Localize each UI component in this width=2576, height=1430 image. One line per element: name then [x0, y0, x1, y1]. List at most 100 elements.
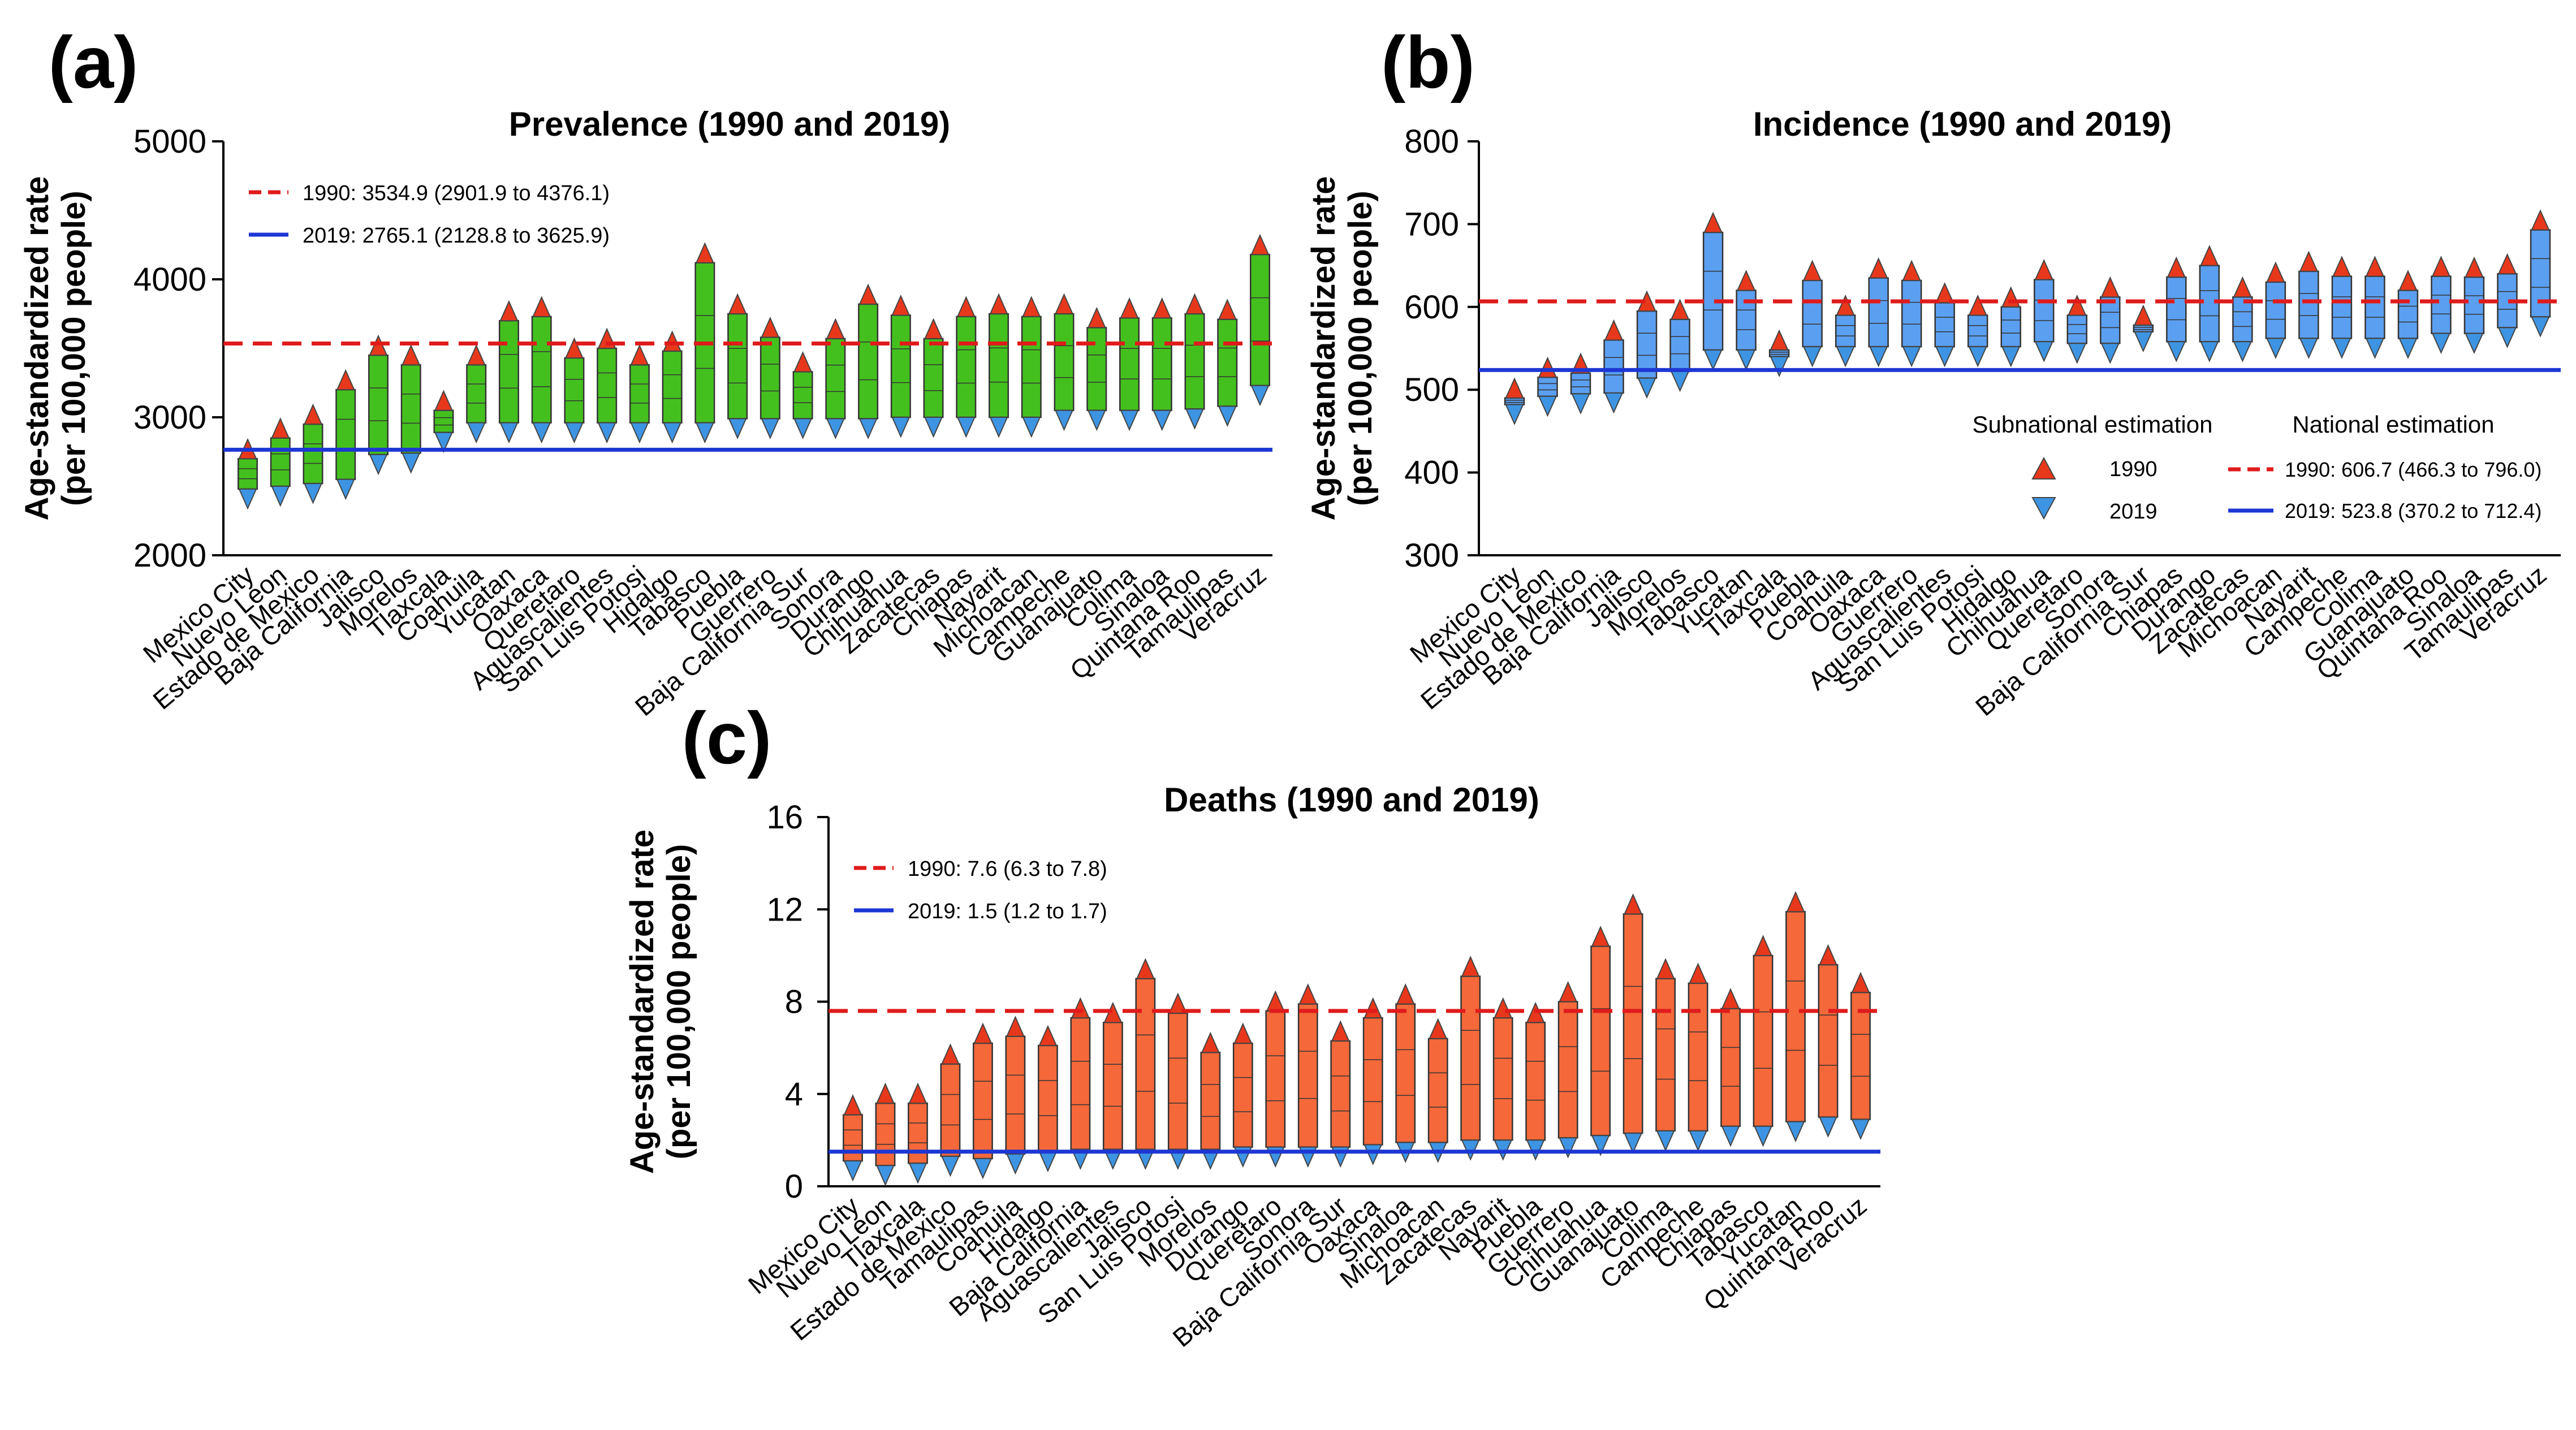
marker-2019-triangle — [1703, 349, 1723, 371]
range-bar — [1427, 1038, 1448, 1143]
marker-1990-triangle — [271, 417, 290, 439]
range-bar — [760, 336, 780, 420]
marker-1990-triangle — [336, 369, 355, 391]
marker-2019-triangle — [1054, 409, 1074, 431]
marker-1990-triangle — [2233, 276, 2253, 298]
marker-1990-triangle — [1505, 377, 1524, 399]
marker-1990-triangle — [1851, 971, 1870, 993]
marker-2019-triangle — [2200, 341, 2219, 362]
range-bar — [1590, 945, 1611, 1137]
legend-national-header: National estimation — [2292, 411, 2494, 438]
marker-1990-triangle — [1168, 992, 1188, 1014]
marker-1990-triangle — [434, 390, 454, 411]
marker-2019-triangle — [2531, 316, 2550, 338]
range-bar — [792, 371, 813, 420]
y-axis-label: Age-standardized rate — [1305, 176, 1342, 520]
marker-2019-triangle — [1935, 346, 1954, 368]
marker-1990-triangle — [1006, 1016, 1025, 1037]
marker-2019-triangle — [1038, 1151, 1058, 1173]
marker-2019-triangle — [336, 478, 355, 500]
marker-2019-triangle — [1689, 1130, 1708, 1152]
panel-label: (a) — [49, 21, 139, 103]
marker-1990-triangle — [630, 344, 649, 366]
marker-1990-triangle — [2465, 256, 2484, 278]
marker-1990-triangle — [1266, 990, 1285, 1012]
range-bar — [629, 364, 650, 424]
marker-2019-triangle — [467, 422, 486, 444]
y-tick-label: 4000 — [133, 261, 206, 298]
marker-1990-triangle — [761, 317, 780, 338]
marker-1990-triangle — [2266, 261, 2285, 283]
panel-a-prevalence: (a) Prevalence (1990 and 2019) Age-standar… — [19, 21, 1272, 722]
range-bar — [1669, 318, 1690, 373]
marker-1990-triangle — [663, 330, 682, 352]
marker-2019-triangle — [924, 417, 943, 438]
marker-2019-triangle — [1770, 356, 1789, 378]
marker-1990-triangle — [843, 1094, 862, 1116]
y-tick-label: 12 — [766, 891, 803, 928]
marker-1990-triangle — [1363, 997, 1383, 1019]
range-bar — [1603, 339, 1624, 394]
marker-1990-triangle — [2167, 256, 2186, 278]
marker-1990-triangle — [1559, 981, 1578, 1003]
y-tick-label: 800 — [1404, 123, 1459, 160]
marker-2019-triangle — [1836, 346, 1855, 368]
marker-1990-triangle — [956, 296, 976, 317]
range-bar — [1504, 397, 1525, 405]
legend-1990-year: 1990 — [2109, 457, 2158, 481]
marker-1990-triangle — [1869, 257, 1888, 279]
range-bar — [335, 388, 356, 481]
range-bar — [1835, 314, 1856, 348]
range-bar — [1570, 372, 1591, 395]
marker-2019-triangle — [940, 1155, 960, 1177]
marker-2019-triangle — [1120, 409, 1139, 431]
chart-title: Incidence (1990 and 2019) — [1753, 105, 2172, 143]
range-bar — [1362, 1017, 1383, 1146]
range-bar — [433, 409, 454, 434]
y-tick-label: 3000 — [133, 399, 206, 436]
range-bar — [1005, 1035, 1026, 1155]
range-bar — [368, 354, 389, 456]
range-bar — [1702, 231, 1724, 351]
marker-1990-triangle — [2398, 270, 2418, 291]
marker-2019-triangle — [2133, 331, 2153, 353]
range-bar — [727, 313, 748, 420]
marker-1990-triangle — [1185, 293, 1205, 314]
marker-1990-triangle — [1935, 282, 1954, 304]
range-bar — [858, 303, 879, 420]
marker-2019-triangle — [695, 422, 714, 444]
range-bar — [1102, 1021, 1123, 1150]
marker-1990-triangle — [564, 337, 584, 359]
marker-1990-triangle — [402, 344, 421, 366]
range-bar — [1688, 982, 1708, 1132]
marker-1990-triangle — [1136, 958, 1155, 979]
marker-2019-triangle — [303, 483, 323, 504]
range-bar — [1037, 1044, 1058, 1153]
range-bar — [1868, 277, 1889, 348]
marker-2019-triangle — [908, 1163, 927, 1184]
marker-2019-triangle — [1185, 408, 1205, 430]
range-bar — [238, 457, 258, 490]
marker-2019-triangle — [499, 422, 519, 444]
y-tick-label: 16 — [766, 799, 803, 836]
range-bar — [908, 1102, 928, 1164]
range-bar — [1850, 991, 1871, 1120]
marker-1990-triangle — [826, 318, 845, 339]
y-tick-label: 600 — [1404, 289, 1459, 326]
range-bar — [2265, 281, 2286, 339]
panel-label: (b) — [1381, 21, 1475, 103]
marker-1990-triangle — [2001, 286, 2021, 308]
marker-1990-triangle — [1591, 926, 1610, 947]
range-bar — [2463, 276, 2485, 334]
marker-2019-triangle — [973, 1158, 993, 1180]
range-bar — [825, 338, 846, 420]
marker-2019-triangle — [271, 486, 290, 507]
marker-1990-triangle — [793, 351, 813, 373]
range-bar — [956, 316, 977, 418]
y-tick-label: 500 — [1404, 371, 1459, 408]
y-tick-label: 8 — [785, 984, 803, 1021]
marker-2019-triangle — [1538, 395, 1557, 417]
marker-1990-triangle — [1120, 297, 1139, 319]
marker-2019-triangle — [1559, 1137, 1578, 1159]
